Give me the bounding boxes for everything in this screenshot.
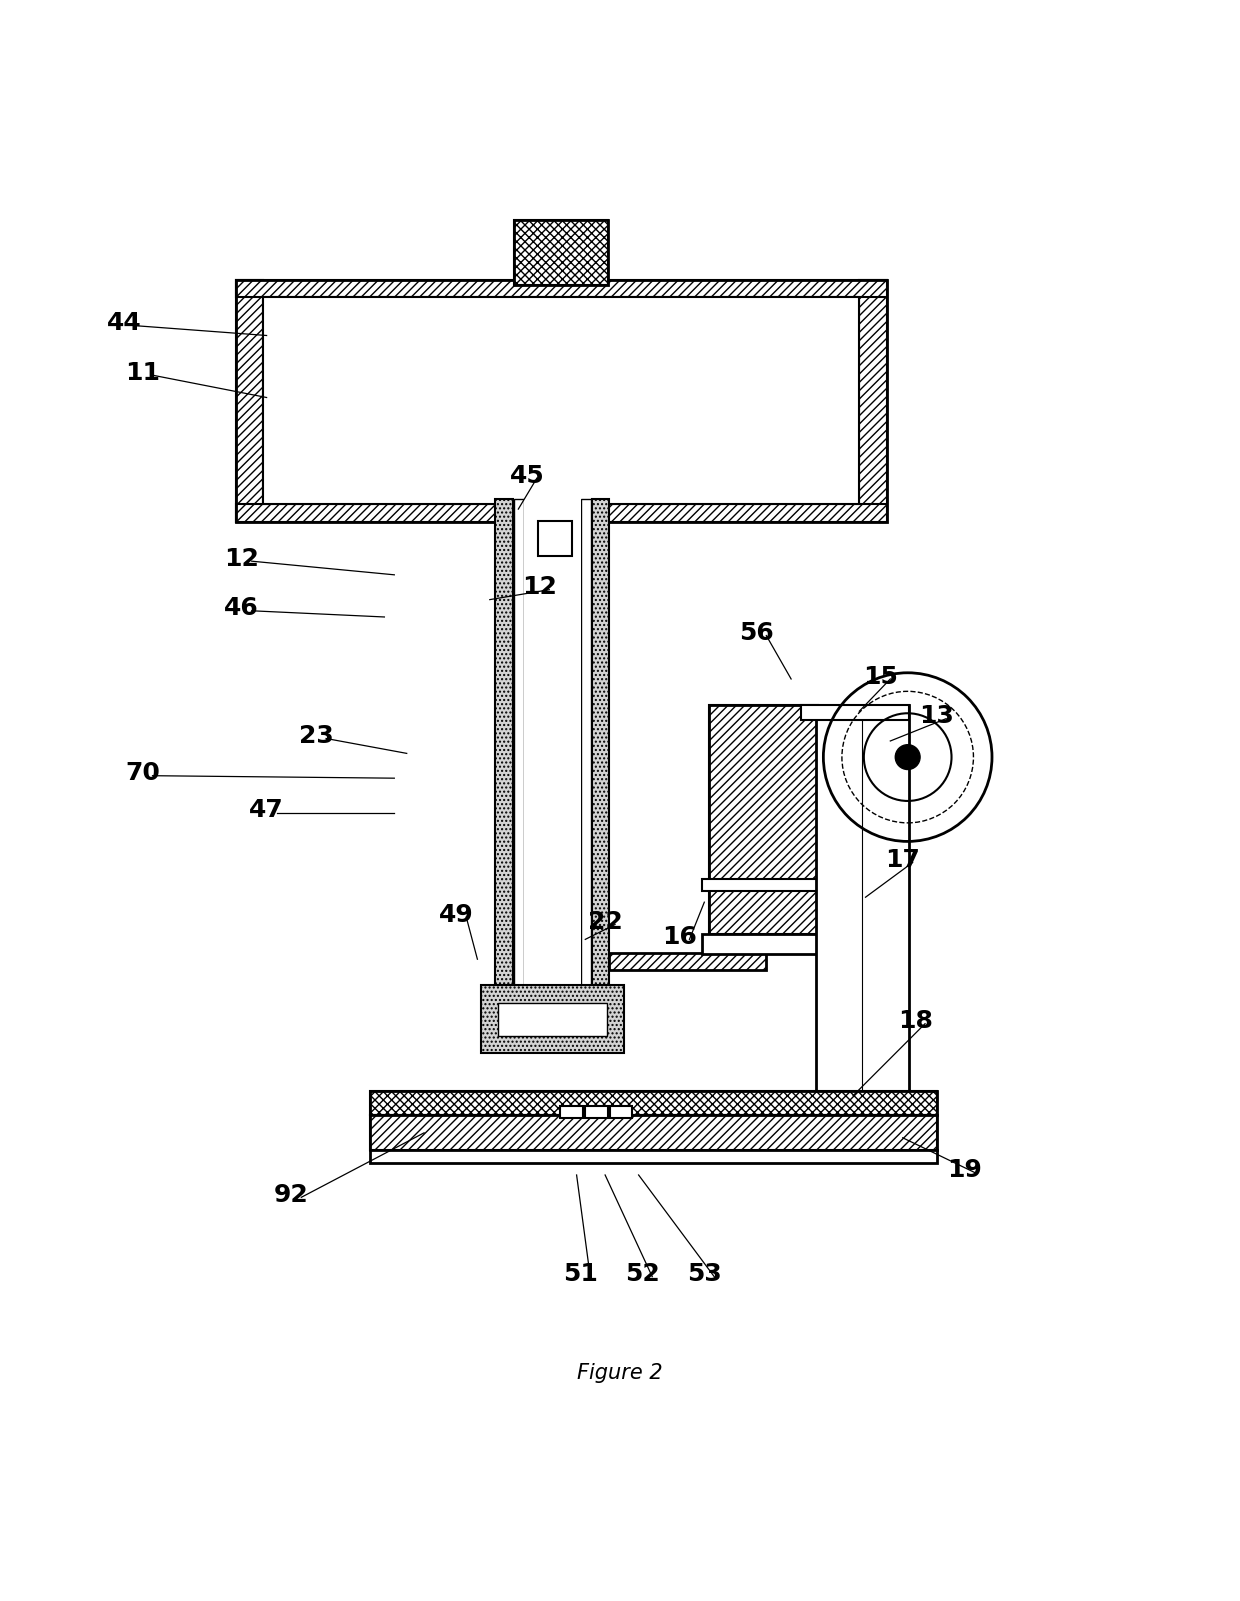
Text: 92: 92 bbox=[274, 1183, 309, 1207]
Bar bbox=[370, 1116, 937, 1150]
Bar bbox=[370, 1116, 937, 1150]
Bar bbox=[370, 1090, 937, 1116]
Bar bbox=[263, 298, 859, 504]
Text: 12: 12 bbox=[522, 575, 557, 599]
Bar bbox=[709, 704, 818, 935]
Bar bbox=[580, 500, 591, 986]
Bar bbox=[515, 221, 609, 285]
Text: 18: 18 bbox=[898, 1009, 932, 1033]
Text: 19: 19 bbox=[947, 1158, 982, 1182]
Bar bbox=[702, 935, 826, 954]
Text: 11: 11 bbox=[125, 360, 160, 384]
Text: 53: 53 bbox=[687, 1262, 722, 1286]
Bar bbox=[515, 221, 609, 285]
Bar bbox=[801, 704, 909, 720]
Bar bbox=[496, 500, 513, 1001]
Text: 44: 44 bbox=[107, 311, 141, 335]
Text: 46: 46 bbox=[224, 596, 259, 620]
Bar bbox=[370, 1090, 937, 1116]
Bar bbox=[610, 953, 766, 970]
Bar bbox=[593, 500, 610, 1001]
Text: Figure 2: Figure 2 bbox=[577, 1364, 663, 1383]
Bar bbox=[236, 280, 887, 298]
Text: 52: 52 bbox=[625, 1262, 660, 1286]
Text: 70: 70 bbox=[125, 760, 160, 784]
Text: 22: 22 bbox=[588, 909, 622, 933]
Bar bbox=[236, 280, 263, 522]
Text: 15: 15 bbox=[863, 664, 898, 688]
Text: 51: 51 bbox=[563, 1262, 598, 1286]
Text: 13: 13 bbox=[919, 704, 954, 728]
Text: 12: 12 bbox=[224, 546, 259, 570]
Text: 47: 47 bbox=[249, 799, 284, 823]
Bar bbox=[709, 704, 818, 935]
Text: 23: 23 bbox=[299, 724, 334, 748]
Text: 49: 49 bbox=[439, 903, 474, 927]
Text: 56: 56 bbox=[739, 621, 774, 645]
Bar bbox=[859, 280, 887, 522]
Bar bbox=[236, 504, 887, 522]
Circle shape bbox=[895, 744, 920, 770]
Text: 16: 16 bbox=[662, 925, 697, 949]
Bar bbox=[610, 1106, 632, 1117]
Text: 45: 45 bbox=[510, 464, 544, 488]
Bar bbox=[515, 500, 523, 986]
Bar bbox=[585, 1106, 608, 1117]
Bar bbox=[816, 704, 909, 1142]
Bar bbox=[538, 522, 572, 556]
Bar bbox=[525, 500, 580, 986]
Bar bbox=[481, 985, 625, 1053]
Bar bbox=[370, 1150, 937, 1162]
Bar bbox=[498, 1002, 608, 1036]
Bar bbox=[560, 1106, 583, 1117]
Bar bbox=[702, 879, 826, 892]
Text: 17: 17 bbox=[885, 849, 920, 873]
Bar bbox=[236, 280, 887, 522]
